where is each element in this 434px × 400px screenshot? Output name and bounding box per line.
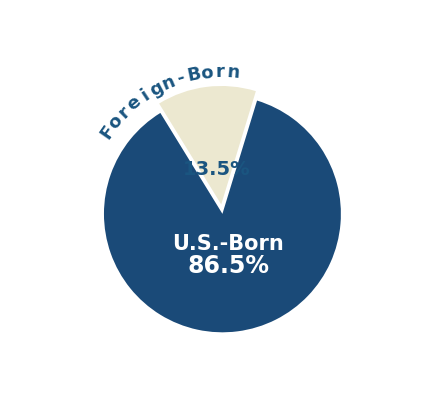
Text: 86.5%: 86.5% [187,254,269,278]
Text: r: r [115,102,134,122]
Text: e: e [124,92,145,114]
Text: U.S.-Born: U.S.-Born [172,234,284,254]
Text: B: B [185,65,202,85]
Text: 13.5%: 13.5% [183,160,250,179]
Text: i: i [138,86,153,104]
Text: g: g [147,78,166,100]
Text: o: o [105,111,126,132]
Wedge shape [104,100,341,332]
Text: n: n [159,72,178,94]
Text: F: F [96,122,118,142]
Text: r: r [216,63,225,81]
Text: -: - [175,69,187,88]
Wedge shape [159,86,256,204]
Text: o: o [200,63,214,83]
Text: n: n [227,63,241,82]
